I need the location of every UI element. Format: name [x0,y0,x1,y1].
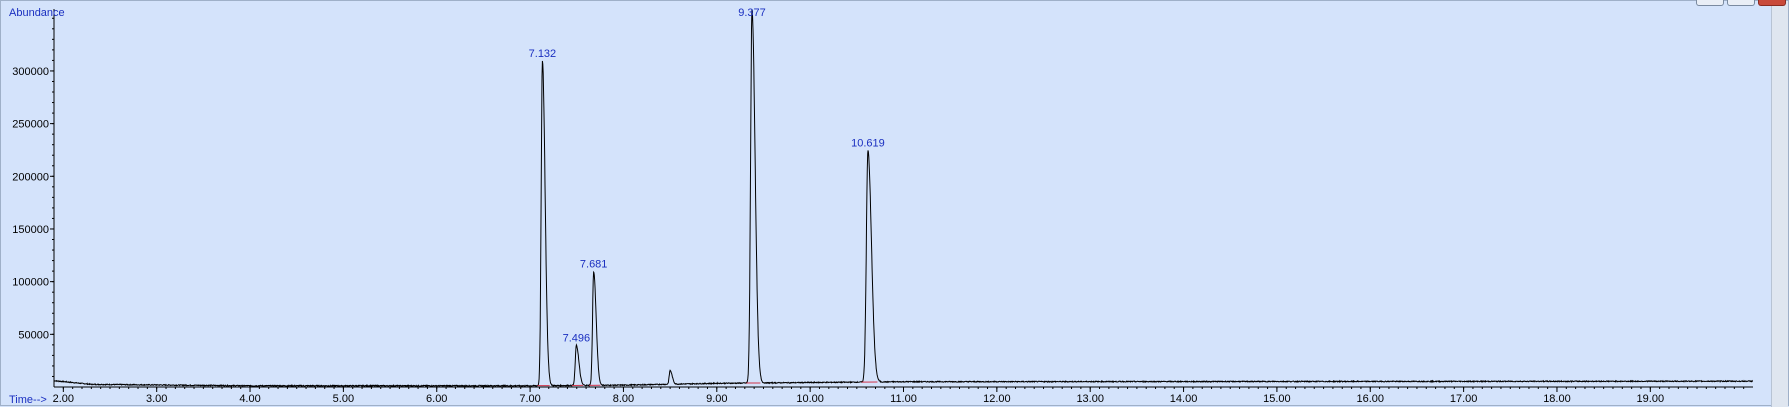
x-tick-label: 8.00 [613,393,634,405]
peak-label: 7.132 [529,48,557,60]
y-axis-title: Abundance [9,7,65,19]
peak-label: 7.496 [563,332,591,344]
x-tick-label: 19.00 [1637,393,1665,405]
vertical-scrollbar[interactable] [1771,1,1788,407]
close-button[interactable] [1758,0,1786,6]
minimize-button[interactable] [1696,0,1724,6]
restore-button[interactable] [1727,0,1755,6]
x-tick-label: 14.00 [1170,393,1198,405]
x-tick-label: 7.00 [519,393,540,405]
peak-label: 10.619 [851,137,885,149]
x-tick-label: 2.00 [53,393,74,405]
x-tick-label: 12.00 [983,393,1011,405]
y-tick-label: 100000 [12,277,49,289]
x-tick-label: 17.00 [1450,393,1478,405]
x-tick-label: 3.00 [146,393,167,405]
y-tick-label: 150000 [12,224,49,236]
x-tick-label: 15.00 [1263,393,1291,405]
x-tick-label: 10.00 [796,393,824,405]
x-axis-title: Time--> [9,394,47,406]
x-tick-label: 16.00 [1356,393,1384,405]
window-controls [1696,0,1786,6]
y-tick-label: 250000 [12,119,49,131]
x-tick-label: 5.00 [333,393,354,405]
x-tick-label: 11.00 [890,393,917,405]
x-tick-label: 18.00 [1543,393,1571,405]
x-tick-label: 9.00 [706,393,727,405]
x-tick-label: 13.00 [1076,393,1104,405]
x-tick-label: 4.00 [239,393,260,405]
peak-label: 9.377 [738,7,766,19]
peak-label: 7.681 [580,259,608,271]
y-tick-label: 300000 [12,66,49,78]
x-tick-label: 6.00 [426,393,447,405]
chromatogram-trace [54,10,1753,387]
y-tick-label: 200000 [12,171,49,183]
y-tick-label: 50000 [18,329,49,341]
